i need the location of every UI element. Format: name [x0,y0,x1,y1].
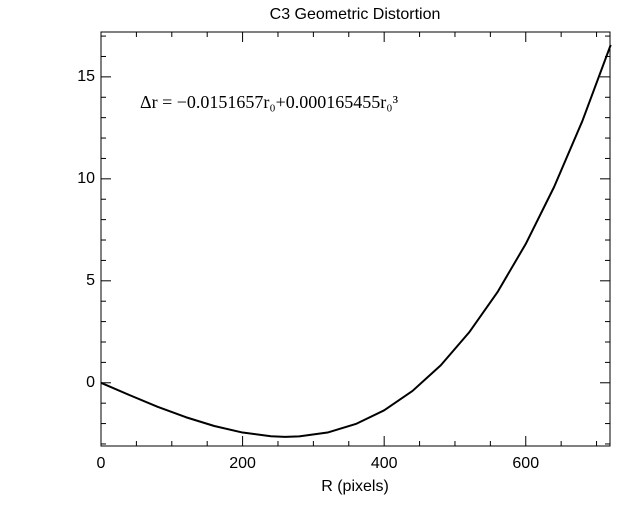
annotation: Δr = −0.0151657r₀+0.000165455r₀³ [140,92,399,112]
data-line [100,44,612,438]
plot-frame [100,31,611,447]
x-tick-label: 0 [97,455,106,472]
y-tick-label: 0 [86,374,95,391]
x-tick-label: 200 [229,455,256,472]
x-tick-label: 600 [512,455,539,472]
y-tick-label: 15 [77,68,95,85]
chart-title: C3 Geometric Distortion [270,6,441,23]
x-axis-label: R (pixels) [321,478,389,495]
x-tick-label: 400 [371,455,398,472]
y-tick-label: 5 [86,272,95,289]
y-tick-label: 10 [77,170,95,187]
